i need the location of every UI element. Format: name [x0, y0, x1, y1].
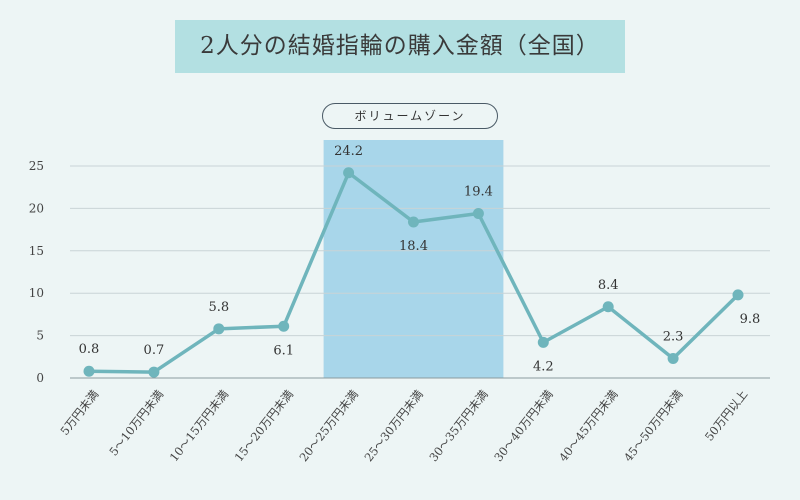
y-tick-label: 10: [29, 286, 44, 300]
data-point: [343, 167, 355, 179]
x-tick-label: 15～20万円未満: [232, 387, 296, 464]
volume-zone-highlight: [323, 140, 504, 378]
volume-zone-label: ボリュームゾーン: [322, 103, 498, 129]
data-point: [408, 216, 419, 228]
data-label: 18.4: [399, 239, 428, 254]
y-tick-label: 0: [36, 371, 44, 385]
x-tick-label: 5～10万円未満: [106, 387, 166, 458]
data-label: 9.8: [740, 312, 761, 327]
y-tick-label: 25: [29, 159, 44, 173]
x-tick-label: 5万円未満: [57, 387, 101, 438]
x-tick-label: 30～35万円未満: [426, 387, 490, 464]
x-tick-label: 30～40万円未満: [491, 387, 555, 464]
x-tick-label: 50万円以上: [702, 387, 750, 443]
data-label: 19.4: [464, 184, 493, 199]
data-point: [537, 336, 549, 348]
data-label: 24.2: [334, 144, 363, 159]
data-point: [83, 365, 95, 377]
y-tick-label: 20: [29, 201, 44, 215]
x-tick-label: 10～15万円未満: [167, 387, 231, 464]
data-point: [148, 366, 160, 378]
data-label: 5.8: [208, 300, 229, 315]
x-tick-label: 25～30万円未満: [361, 387, 425, 464]
data-label: 8.4: [598, 278, 619, 293]
data-point: [278, 320, 290, 332]
data-label: 0.8: [79, 342, 100, 357]
data-label: 4.2: [533, 359, 554, 374]
data-point: [667, 352, 679, 364]
data-label: 0.7: [144, 343, 165, 358]
x-tick-label: 40～45万円未満: [556, 387, 620, 464]
y-tick-label: 15: [29, 244, 44, 258]
chart-title: 2人分の結婚指輪の購入金額（全国）: [175, 20, 625, 73]
x-tick-label: 45～50万円未満: [621, 387, 685, 464]
data-label: 6.1: [273, 343, 294, 358]
y-tick-label: 5: [36, 329, 44, 343]
data-label: 2.3: [663, 329, 684, 344]
data-point: [472, 207, 484, 219]
data-point: [602, 301, 614, 313]
data-point: [213, 323, 225, 335]
x-tick-label: 20～25万円未満: [297, 387, 361, 464]
data-point: [732, 289, 744, 301]
